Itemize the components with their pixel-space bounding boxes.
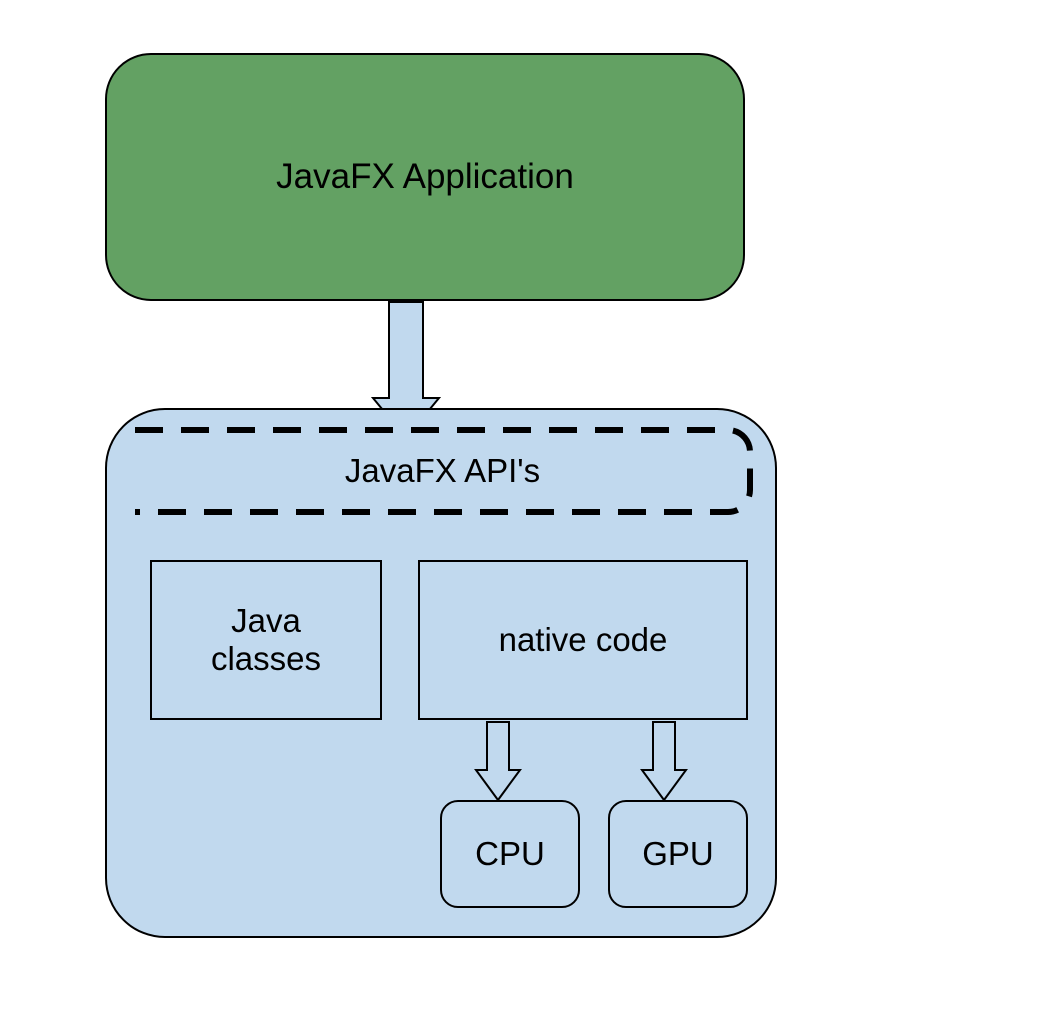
architecture-diagram: JavaFX Application JavaFX API's Java cla… — [0, 0, 1058, 1024]
node-label: CPU — [475, 835, 545, 873]
node-label: native code — [499, 621, 668, 659]
node-native-code: native code — [418, 560, 748, 720]
node-label: GPU — [642, 835, 714, 873]
node-label: JavaFX API's — [345, 452, 540, 490]
node-cpu: CPU — [440, 800, 580, 908]
node-javafx-apis: JavaFX API's — [135, 430, 750, 512]
arrow-native-to-cpu — [474, 720, 522, 802]
node-label: JavaFX Application — [276, 157, 574, 197]
node-java-classes: Java classes — [150, 560, 382, 720]
node-gpu: GPU — [608, 800, 748, 908]
node-label: Java classes — [211, 602, 321, 678]
node-javafx-application: JavaFX Application — [105, 53, 745, 301]
arrow-native-to-gpu — [640, 720, 688, 802]
